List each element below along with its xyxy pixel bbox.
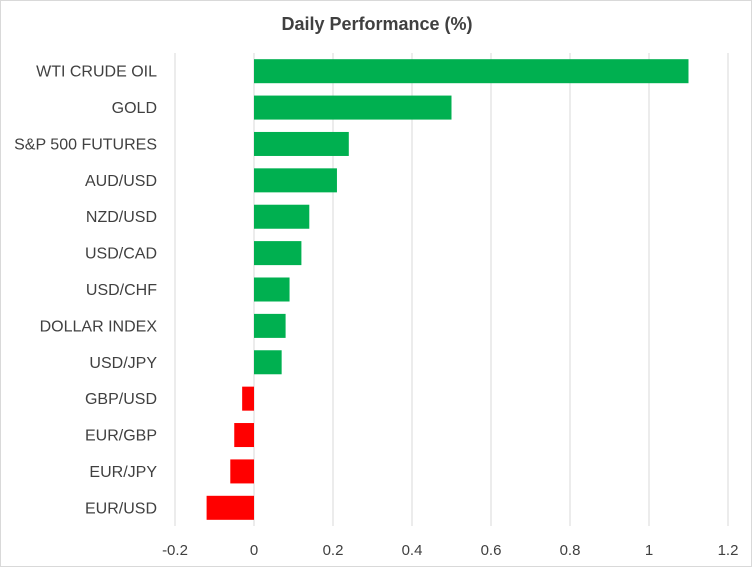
gridlines	[174, 53, 729, 526]
bar-gold	[254, 95, 452, 120]
bar-sandp-500-futures	[254, 131, 349, 156]
category-labels: WTI CRUDE OIL GOLD S&P 500 FUTURES AUD/USD N…	[14, 64, 157, 518]
category-label-usd-jpy: USD/JPY	[89, 355, 157, 372]
x-tick-label: 1	[645, 542, 653, 559]
category-label-eur-usd: EUR/USD	[85, 500, 157, 517]
bar-usd-jpy	[254, 350, 282, 375]
category-label-nzd-usd: NZD/USD	[86, 209, 157, 226]
x-tick-label: -0.2	[162, 542, 188, 559]
x-axis-tick-labels: -0.2 0 0.2 0.4 0.6 0.8 1 1.2	[162, 542, 738, 559]
x-tick-label: 0.2	[323, 542, 344, 559]
x-tick-label: 1.2	[718, 542, 739, 559]
category-label-eur-jpy: EUR/JPY	[89, 464, 157, 481]
category-label-usd-chf: USD/CHF	[86, 282, 157, 299]
bar-gbp-usd	[242, 386, 254, 411]
bar-usd-cad	[254, 241, 302, 266]
category-label-aud-usd: AUD/USD	[85, 173, 157, 190]
category-label-gold: GOLD	[112, 100, 157, 117]
category-label-usd-cad: USD/CAD	[85, 246, 157, 263]
bars	[206, 59, 689, 520]
bar-eur-jpy	[230, 459, 254, 484]
bar-aud-usd	[254, 168, 337, 193]
x-tick-label: 0.4	[402, 542, 423, 559]
category-label-dollar-index: DOLLAR INDEX	[40, 318, 158, 335]
bar-dollar-index	[254, 313, 286, 338]
x-tick-label: 0.8	[560, 542, 581, 559]
bar-wti-crude-oil	[254, 59, 689, 84]
bar-usd-chf	[254, 277, 290, 302]
x-tick-label: 0	[250, 542, 258, 559]
category-label-wti-crude-oil: WTI CRUDE OIL	[36, 64, 157, 81]
category-label-gbp-usd: GBP/USD	[85, 391, 157, 408]
category-label-eur-gbp: EUR/GBP	[85, 428, 157, 445]
x-tick-label: 0.6	[481, 542, 502, 559]
bar-nzd-usd	[254, 204, 310, 229]
bar-eur-gbp	[234, 423, 254, 448]
bar-eur-usd	[206, 495, 254, 520]
chart-title: Daily Performance (%)	[281, 14, 472, 34]
category-label-sandp-500-futures: S&P 500 FUTURES	[14, 136, 157, 153]
